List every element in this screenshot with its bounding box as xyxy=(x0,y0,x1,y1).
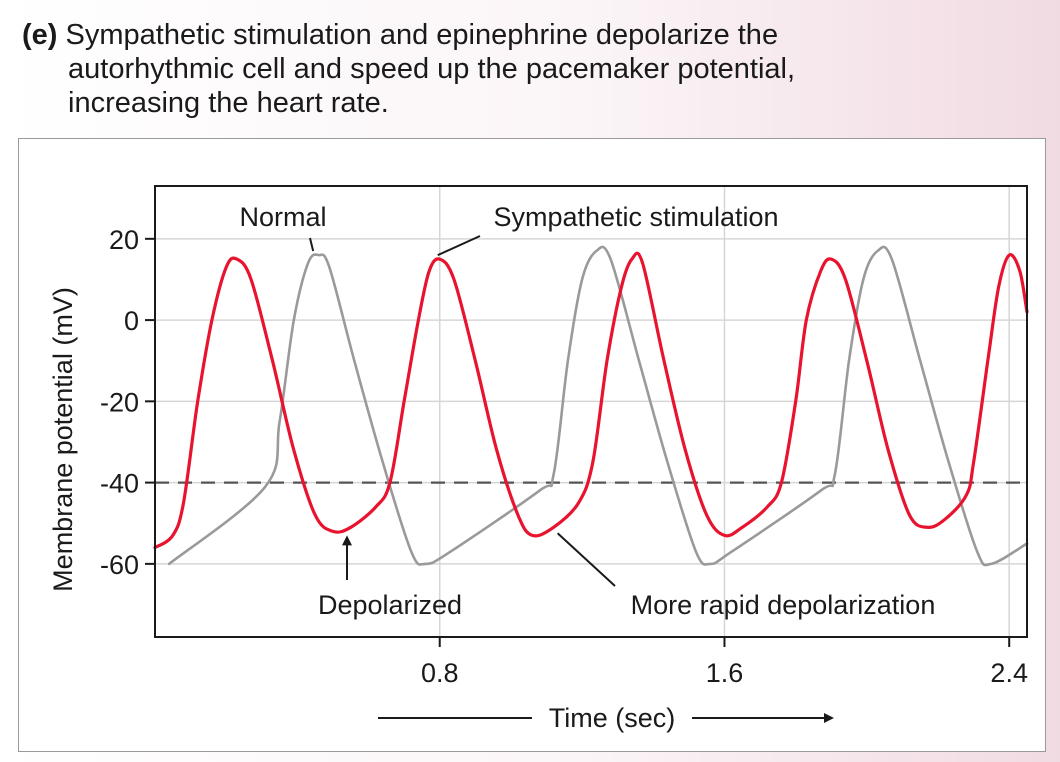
annotation-normal: Normal xyxy=(239,202,326,232)
axes: 20 0 -20 -40 -60 0.8 1.6 2.4 xyxy=(100,225,1028,688)
annotation-sympathetic-stimulation: Sympathetic stimulation xyxy=(493,202,778,232)
caption-line-1: Sympathetic stimulation and epinephrine … xyxy=(65,19,779,51)
x-tick-label-1: 1.6 xyxy=(706,658,744,688)
x-tick-label-0: 0.8 xyxy=(421,658,459,688)
y-tick-label-3: -40 xyxy=(100,469,139,499)
x-tick-label-2: 2.4 xyxy=(990,658,1028,688)
y-tick-label-2: -20 xyxy=(100,387,139,417)
series-line-sympathetic-stimulation xyxy=(153,251,1029,550)
caption-line-2: autorhythmic cell and speed up the pacem… xyxy=(68,53,796,85)
annotations: Normal Sympathetic stimulation Depolariz… xyxy=(239,202,935,620)
x-axis-label: Time (sec) xyxy=(549,703,676,733)
annotation-more-rapid-depolarization: More rapid depolarization xyxy=(631,590,936,620)
annotation-depolarized: Depolarized xyxy=(318,590,462,620)
y-tick-label-4: -60 xyxy=(100,550,139,580)
y-tick-label-0: 20 xyxy=(109,225,139,255)
series-line-normal xyxy=(167,245,1029,567)
caption-tag: (e) xyxy=(22,19,58,51)
y-tick-label-1: 0 xyxy=(124,306,139,336)
annotation-leader-0 xyxy=(309,237,315,252)
caption-line-3: increasing the heart rate. xyxy=(68,87,389,119)
figure-caption: (e) Sympathetic stimulation and epinephr… xyxy=(22,18,1022,120)
series-group xyxy=(153,245,1029,567)
annotation-leader-1 xyxy=(437,235,481,257)
annotation-leader-3 xyxy=(556,532,616,587)
x-axis-label-group: Time (sec) xyxy=(378,703,834,733)
chart-panel xyxy=(18,138,1046,752)
y-axis-label: Membrane potential (mV) xyxy=(48,287,78,592)
plot-area-frame xyxy=(154,185,1028,638)
